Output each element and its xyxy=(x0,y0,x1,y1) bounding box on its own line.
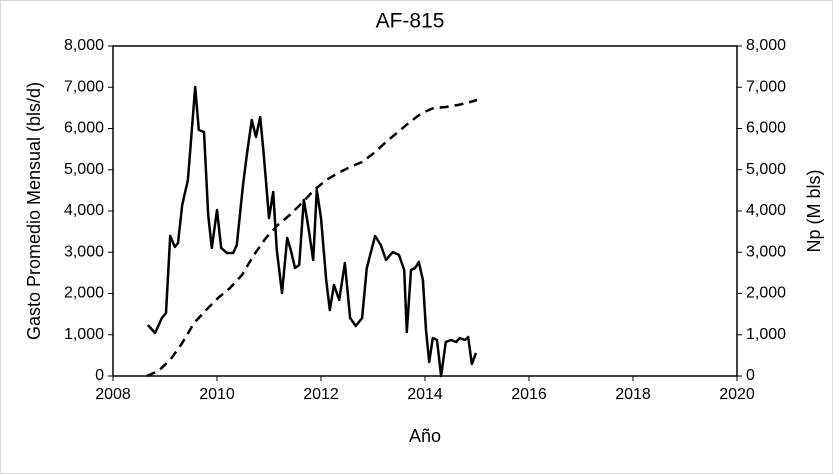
y2-tick-label: 7,000 xyxy=(746,78,786,95)
x-tick-label: 2012 xyxy=(303,386,339,403)
y2-tick-label: 5,000 xyxy=(746,161,786,178)
y2-tick-label: 0 xyxy=(746,367,755,384)
y2-tick-label: 3,000 xyxy=(746,243,786,260)
x-tick-label: 2010 xyxy=(199,386,235,403)
y2-tick-label: 1,000 xyxy=(746,326,786,343)
y2-tick-label: 4,000 xyxy=(746,202,786,219)
y-tick-label: 4,000 xyxy=(64,202,104,219)
y-tick-label: 7,000 xyxy=(64,78,104,95)
y-tick-label: 1,000 xyxy=(64,326,104,343)
x-tick-label: 2020 xyxy=(719,386,755,403)
x-tick-label: 2018 xyxy=(615,386,651,403)
y-tick-label: 2,000 xyxy=(64,285,104,302)
x-axis-title: Año xyxy=(409,426,441,446)
series-line xyxy=(146,98,478,378)
chart-title: AF-815 xyxy=(376,10,445,33)
y2-tick-label: 2,000 xyxy=(746,285,786,302)
y-axis-title: Gasto Promedio Mensual (bls/d) xyxy=(24,82,44,340)
y-tick-label: 8,000 xyxy=(64,37,104,54)
y-tick-label: 5,000 xyxy=(64,161,104,178)
x-tick-label: 2014 xyxy=(407,386,443,403)
x-tick-label: 2016 xyxy=(511,386,547,403)
y2-tick-label: 6,000 xyxy=(746,120,786,137)
x-tick-label: 2008 xyxy=(95,386,131,403)
y2-tick-label: 8,000 xyxy=(746,37,786,54)
y2-axis-title: Np (M bls) xyxy=(804,169,824,252)
y-tick-label: 0 xyxy=(95,367,104,384)
y-tick-label: 3,000 xyxy=(64,243,104,260)
y-tick-label: 6,000 xyxy=(64,120,104,137)
series-line xyxy=(146,85,478,378)
